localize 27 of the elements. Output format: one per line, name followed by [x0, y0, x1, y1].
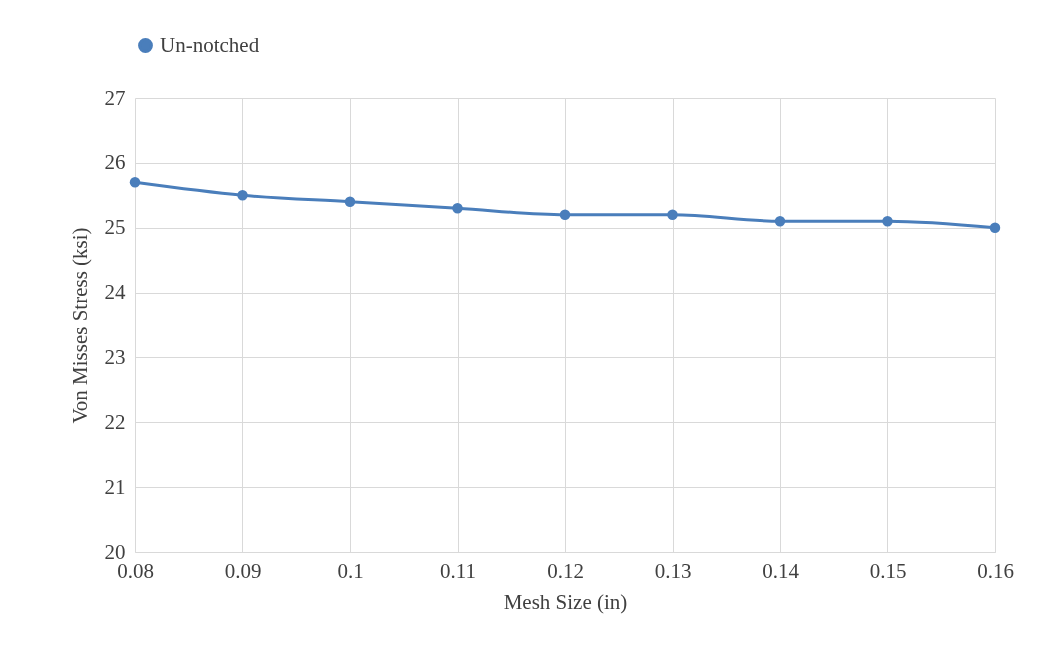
point [882, 215, 893, 227]
x-tick-label: 0.16 [977, 558, 1014, 583]
y-tick-label: 27 [104, 85, 126, 110]
x-tick-label: 0.11 [440, 558, 476, 583]
point [237, 190, 248, 201]
point [559, 209, 571, 220]
x-tick-label: 0.09 [224, 558, 262, 583]
y-tick-label: 23 [104, 344, 126, 369]
legend-label: Un-notched [160, 32, 260, 57]
point [452, 203, 463, 214]
y-tick-label: 24 [104, 280, 126, 305]
point [667, 209, 678, 220]
y-tick-label: 21 [104, 474, 126, 499]
x-axis-title: Mesh Size (in) [503, 589, 628, 614]
y-tick-label: 25 [104, 215, 126, 240]
point [774, 215, 786, 227]
x-tick-label: 0.12 [547, 558, 584, 583]
x-tick-label: 0.1 [337, 558, 364, 583]
y-tick-label: 22 [104, 409, 126, 434]
x-tick-label: 0.14 [762, 558, 800, 583]
y-axis-title: Von Misses Stress (ksi) [67, 227, 92, 424]
point [129, 177, 141, 188]
x-tick-label: 0.13 [654, 558, 692, 583]
point [989, 222, 1001, 233]
point [344, 196, 356, 208]
x-tick-label: 0.15 [869, 558, 907, 583]
y-tick-label: 26 [104, 150, 126, 175]
